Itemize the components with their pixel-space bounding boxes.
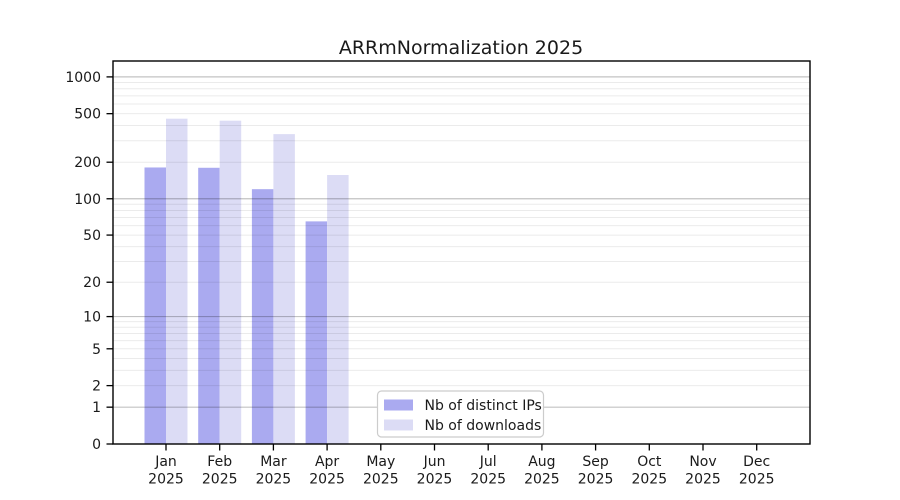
x-tick-label-month: Sep xyxy=(582,454,609,470)
x-tick-label-month: Oct xyxy=(637,454,662,470)
bars-layer xyxy=(144,118,349,445)
legend-swatch-distinct-ips-icon xyxy=(384,399,413,411)
x-tick-label-year: 2025 xyxy=(202,472,238,488)
x-tick-label-year: 2025 xyxy=(578,472,614,488)
legend-label-downloads: Nb of downloads xyxy=(425,418,542,434)
y-tick-label: 1 xyxy=(92,400,101,416)
x-tick-label-year: 2025 xyxy=(685,472,721,488)
x-tick-label-month: Jun xyxy=(423,454,446,470)
bar-downloads-mar xyxy=(273,134,295,444)
bar-downloads-feb xyxy=(219,120,242,444)
y-tick-label: 2 xyxy=(92,379,101,395)
x-tick-label-month: Mar xyxy=(260,454,287,470)
legend-label-distinct-ips: Nb of distinct IPs xyxy=(425,398,542,414)
x-tick-label-month: Dec xyxy=(743,454,770,470)
y-tick-label: 1000 xyxy=(65,70,101,86)
legend: Nb of distinct IPs Nb of downloads xyxy=(376,390,545,438)
y-tick-label: 100 xyxy=(74,192,101,208)
y-tick-label: 10 xyxy=(83,310,101,326)
legend-box xyxy=(376,390,545,438)
y-tick-label: 500 xyxy=(74,107,101,123)
y-tick-label: 5 xyxy=(92,342,101,358)
x-tick-label-year: 2025 xyxy=(417,472,453,488)
x-tick-label-month: Apr xyxy=(315,454,339,470)
x-tick-label-year: 2025 xyxy=(739,472,775,488)
gridlines-layer xyxy=(113,76,810,408)
x-tick-label-year: 2025 xyxy=(524,472,560,488)
legend-swatch-downloads-icon xyxy=(384,419,413,431)
axis-ticks-and-labels: 0 1 2 5 10 20 50 100 200 500 1000 Jan 2025 Feb 2025 Mar… xyxy=(65,70,774,488)
x-tick-label-month: May xyxy=(366,454,395,470)
x-tick-label-month: Jul xyxy=(479,454,497,470)
x-tick-label-year: 2025 xyxy=(470,472,506,488)
bar-distinct-ips-jan xyxy=(144,167,166,445)
bar-distinct-ips-mar xyxy=(251,189,274,444)
x-tick-label-year: 2025 xyxy=(256,472,292,488)
x-tick-label-month: Nov xyxy=(689,454,716,470)
x-tick-label-year: 2025 xyxy=(309,472,345,488)
x-tick-label-month: Feb xyxy=(207,454,232,470)
y-tick-label: 50 xyxy=(83,228,101,244)
axes-spines xyxy=(112,60,811,445)
chart-title: ARRmNormalization 2025 xyxy=(339,37,583,59)
y-tick-label: 0 xyxy=(92,437,101,453)
x-tick-label-year: 2025 xyxy=(363,472,399,488)
bar-distinct-ips-apr xyxy=(305,221,328,444)
x-tick-label-month: Jan xyxy=(154,454,177,470)
plot-border xyxy=(112,60,811,445)
bar-downloads-jan xyxy=(166,118,188,444)
bar-distinct-ips-feb xyxy=(198,167,220,444)
bar-downloads-apr xyxy=(327,174,349,444)
y-tick-label: 200 xyxy=(74,155,101,171)
y-tick-label: 20 xyxy=(83,275,101,291)
x-tick-label-year: 2025 xyxy=(148,472,184,488)
x-tick-label-year: 2025 xyxy=(631,472,667,488)
x-tick-label-month: Aug xyxy=(528,454,555,470)
